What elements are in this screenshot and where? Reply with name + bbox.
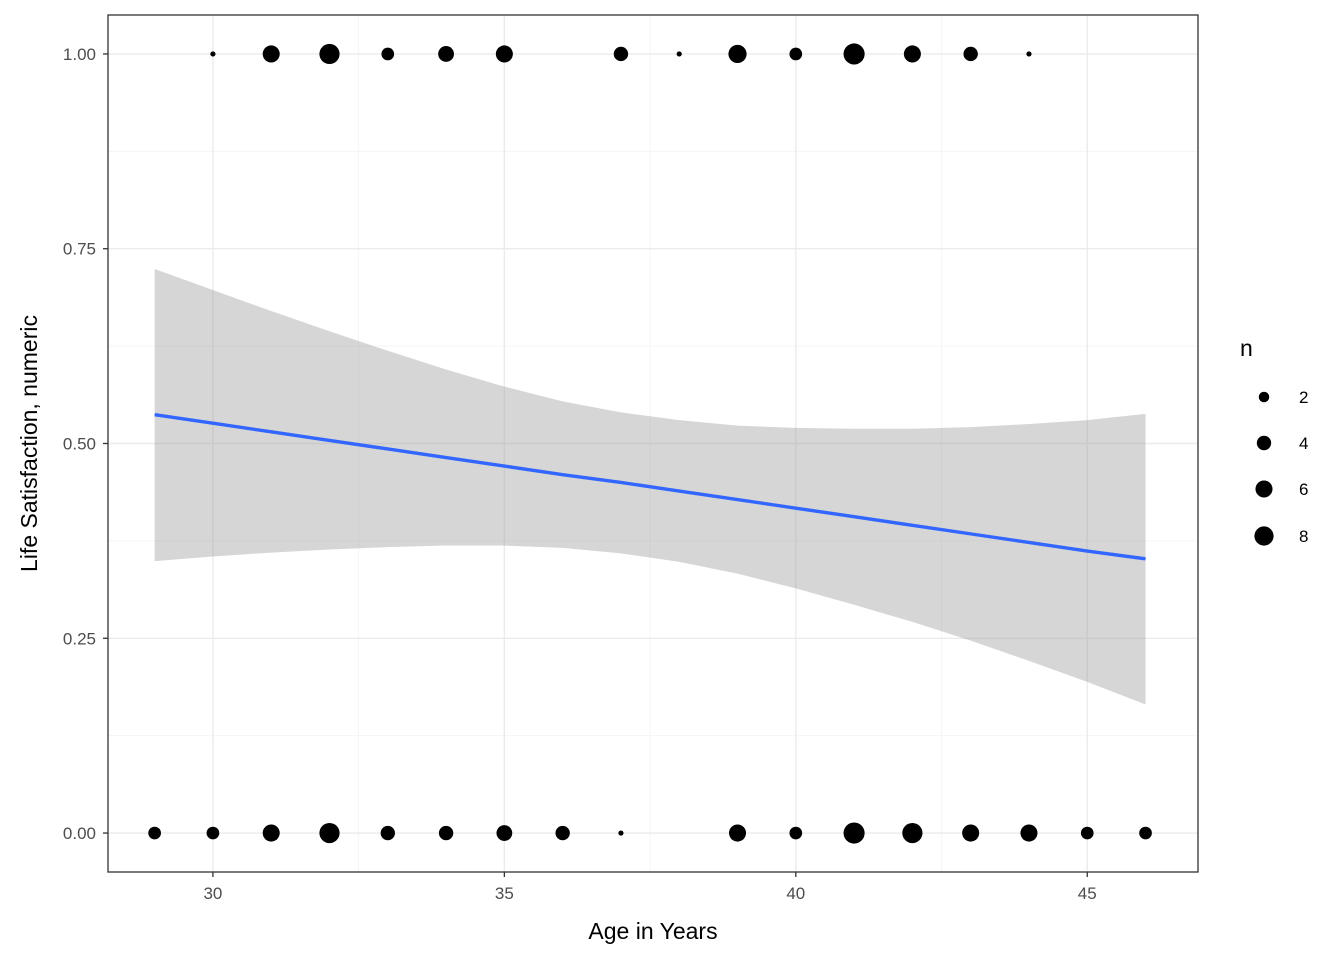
legend-label: 2 [1299,388,1308,407]
x-tick-label: 30 [203,884,222,903]
x-tick-label: 45 [1078,884,1097,903]
data-point [962,824,980,842]
x-tick-label: 35 [495,884,514,903]
y-tick-label: 0.00 [63,824,96,843]
data-point [1080,826,1094,840]
data-point [555,825,570,841]
legend-key-circle [1258,391,1270,403]
y-tick-label: 1.00 [63,45,96,64]
points [148,43,1152,844]
data-point [843,822,865,844]
data-point [1020,824,1038,842]
data-point [496,825,513,841]
data-point [963,46,978,62]
legend-key-circle [1255,480,1273,498]
legend-key-circle [1256,435,1272,451]
data-point [728,44,747,64]
legend-label: 6 [1299,480,1308,499]
grid [108,15,1198,872]
data-point [381,47,395,61]
smooth-fit-line [154,412,1146,561]
data-point [903,45,921,63]
data-point [843,43,865,65]
x-axis-title: Age in Years [588,918,717,944]
data-point [789,47,803,61]
data-point [1139,826,1152,840]
y-tick-label: 0.50 [63,435,96,454]
x-axis: 30 35 40 45 [203,872,1097,903]
data-point [262,824,280,842]
legend-title: n [1240,335,1253,361]
data-point [380,825,395,841]
data-point [206,826,220,840]
data-point [613,46,629,62]
data-point [1026,51,1032,57]
y-axis: 0.00 0.25 0.50 0.75 1.00 [63,45,108,843]
y-tick-label: 0.25 [63,629,96,648]
x-tick-label: 40 [786,884,805,903]
data-point [438,46,454,62]
legend-label: 8 [1299,527,1308,546]
size-legend: n 2 4 6 8 [1240,335,1308,546]
legend-key-circle [1254,526,1274,546]
data-point [148,826,161,840]
smooth-line [154,412,1146,561]
data-point [728,824,747,842]
y-tick-label: 0.75 [63,240,96,259]
data-point [495,45,513,63]
data-point [319,822,340,844]
data-point [262,45,280,63]
legend-label: 4 [1299,434,1308,453]
data-point [319,43,340,65]
y-axis-title: Life Satisfaction, numeric [16,315,42,572]
data-point [438,825,454,841]
data-point [902,822,923,844]
data-point [210,51,216,57]
data-point [618,830,624,836]
data-point [676,51,682,57]
data-point [789,826,803,840]
